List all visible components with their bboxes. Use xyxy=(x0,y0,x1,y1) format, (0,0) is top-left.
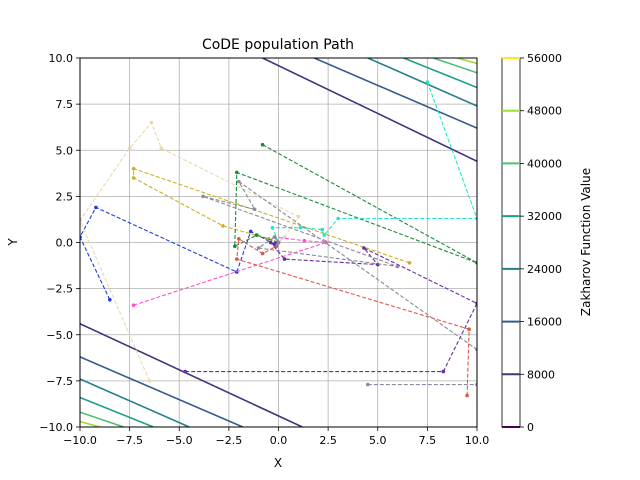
population-path xyxy=(133,236,327,306)
path-point xyxy=(131,303,136,308)
x-tick-label: 7.5 xyxy=(419,434,437,447)
path-point xyxy=(441,369,446,374)
population-path xyxy=(271,81,477,243)
path-point xyxy=(201,194,205,199)
y-tick-label: 10.0 xyxy=(49,52,74,65)
y-tick-label: −7.5 xyxy=(46,375,73,388)
y-tick-label: 0.0 xyxy=(56,237,74,250)
path-point xyxy=(282,257,287,261)
population-path xyxy=(202,181,477,386)
path-point xyxy=(296,214,301,219)
path-point xyxy=(127,146,132,151)
path-point xyxy=(395,264,400,269)
x-axis-label: X xyxy=(274,456,282,470)
colorbar-tick-label: 40000 xyxy=(527,157,562,170)
y-tick-label: 2.5 xyxy=(56,190,74,203)
path-point xyxy=(147,379,152,383)
path-point xyxy=(248,229,253,234)
path-point xyxy=(336,216,340,221)
path-point xyxy=(322,233,327,237)
path-point xyxy=(324,240,328,245)
contour-line xyxy=(80,378,190,427)
path-point xyxy=(425,80,430,84)
y-axis-label: Y xyxy=(6,238,20,247)
path-point xyxy=(465,393,469,398)
x-axis-ticks: −10.0 −7.5 −5.0 −2.5 0.0 2.5 5.0 7.5 10.0 xyxy=(63,427,489,447)
path-point xyxy=(221,224,225,228)
contour-line xyxy=(262,58,477,163)
path-point xyxy=(366,382,370,387)
path-point xyxy=(131,176,136,180)
y-tick-label: −5.0 xyxy=(46,329,73,342)
colorbar-tick-label: 56000 xyxy=(527,52,562,65)
contour-line xyxy=(80,420,101,427)
path-point xyxy=(94,205,98,210)
contour-line xyxy=(403,58,477,89)
colorbar-tick-label: 16000 xyxy=(527,316,562,329)
contour-line xyxy=(80,396,154,427)
population-path xyxy=(234,144,477,264)
contour-line xyxy=(80,356,244,427)
path-point xyxy=(260,142,265,147)
path-point xyxy=(235,170,239,175)
path-point xyxy=(183,369,187,374)
path-point xyxy=(233,244,237,248)
path-point xyxy=(268,240,273,245)
path-point xyxy=(237,179,241,184)
path-point xyxy=(252,207,257,212)
path-point xyxy=(320,227,325,232)
path-point xyxy=(149,120,154,125)
x-tick-label: 2.5 xyxy=(319,434,337,447)
path-point xyxy=(237,237,241,241)
y-tick-label: 5.0 xyxy=(56,144,74,157)
path-point xyxy=(274,244,279,248)
x-tick-label: −2.5 xyxy=(216,434,243,447)
path-point xyxy=(235,257,239,261)
contour-line xyxy=(313,58,477,129)
contour-line xyxy=(433,58,477,74)
path-point xyxy=(407,261,412,265)
contour-line xyxy=(80,411,124,427)
colorbar: 0 8000 16000 24000 32000 40000 48000 56000 xyxy=(501,52,562,434)
path-point xyxy=(131,166,136,171)
colorbar-tick-label: 8000 xyxy=(527,368,555,381)
contour-lines xyxy=(80,58,477,427)
colorbar-tick-label: 48000 xyxy=(527,105,562,118)
colorbar-frame xyxy=(501,57,521,428)
contour-line xyxy=(80,322,303,427)
path-point xyxy=(276,240,281,245)
path-point xyxy=(254,233,259,237)
y-tick-label: 7.5 xyxy=(56,98,74,111)
x-tick-label: 0.0 xyxy=(270,434,288,447)
path-point xyxy=(362,246,366,250)
x-tick-label: −7.5 xyxy=(116,434,143,447)
y-tick-label: −2.5 xyxy=(46,283,73,296)
x-tick-label: −10.0 xyxy=(63,434,97,447)
y-axis-ticks: −10.0 −7.5 −5.0 −2.5 0.0 2.5 5.0 7.5 10.0 xyxy=(39,52,80,434)
population-paths xyxy=(80,80,477,398)
path-point xyxy=(256,246,261,250)
y-tick-label: −10.0 xyxy=(39,421,73,434)
path-point xyxy=(159,146,164,151)
path-point xyxy=(108,297,112,302)
population-path xyxy=(80,121,300,382)
x-tick-label: −5.0 xyxy=(166,434,193,447)
colorbar-tick-label: 24000 xyxy=(527,263,562,276)
contour-line xyxy=(367,58,477,107)
colorbar-tick-label: 32000 xyxy=(527,210,562,223)
path-point xyxy=(467,327,471,332)
x-tick-label: 5.0 xyxy=(369,434,387,447)
path-point xyxy=(270,225,275,230)
path-point xyxy=(272,235,277,239)
colorbar-tick-label: 0 xyxy=(527,421,534,434)
path-point xyxy=(260,251,265,256)
path-point xyxy=(302,238,307,243)
colorbar-label: Zakharov Function Value xyxy=(579,168,593,316)
path-point xyxy=(298,225,303,230)
chart-title: CoDE population Path xyxy=(202,37,354,53)
contour-line xyxy=(456,58,477,65)
x-tick-label: 10.0 xyxy=(465,434,490,447)
